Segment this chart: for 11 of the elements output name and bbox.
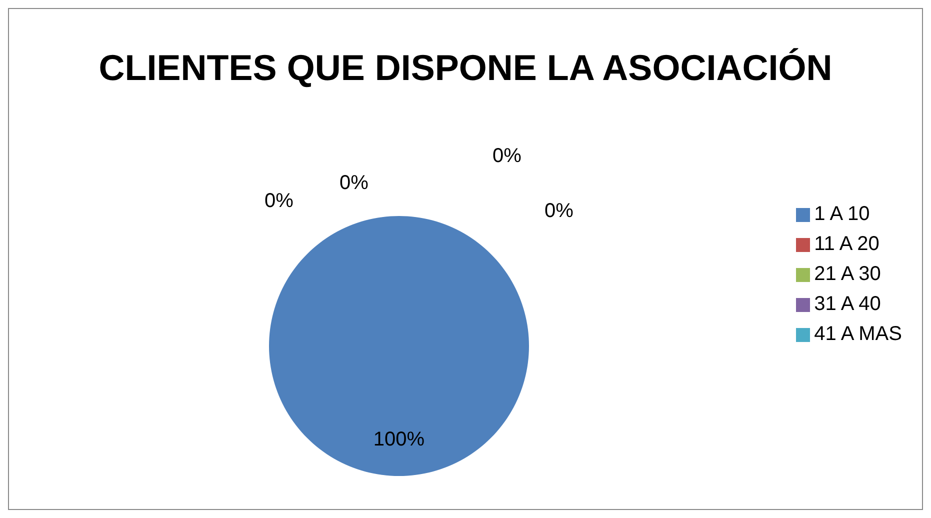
text: 0%	[544, 200, 574, 222]
legend-label: 31 A 40	[814, 293, 881, 315]
text: 0%	[492, 145, 522, 167]
text: 0%	[264, 190, 294, 212]
text: 0%	[340, 172, 368, 194]
legend-label: 21 A 30	[814, 263, 881, 285]
chart-title: CLIENTES QUE DISPONE LA ASOCIACIÓN	[98, 47, 834, 89]
legend-label: 1 A 10	[814, 203, 870, 225]
legend-label: 41 A MAS	[814, 323, 902, 345]
legend-label: 11 A 20	[814, 233, 880, 255]
data-label: 100%	[373, 428, 425, 451]
